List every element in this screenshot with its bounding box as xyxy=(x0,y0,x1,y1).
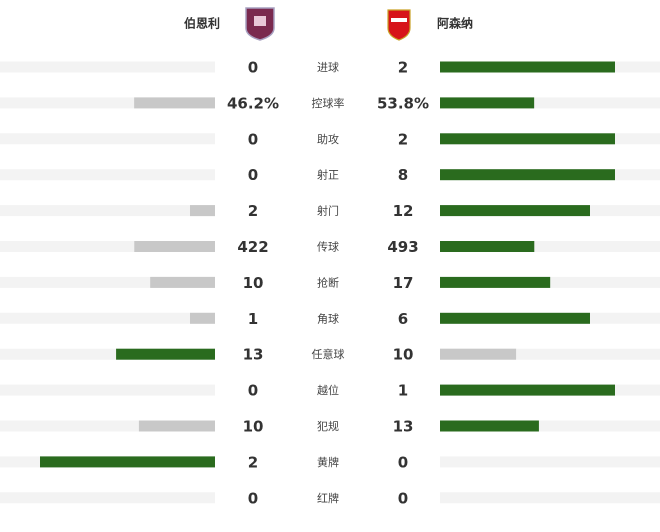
away-bar xyxy=(440,133,615,145)
stat-name: 红牌 xyxy=(317,491,339,505)
stat-name: 射门 xyxy=(317,204,339,218)
away-team-logo xyxy=(387,9,411,41)
away-team-name: 阿森纳 xyxy=(437,16,473,31)
track xyxy=(0,348,215,360)
stat-name: 控球率 xyxy=(312,96,345,110)
stat-name: 黄牌 xyxy=(317,455,339,469)
away-value: 0 xyxy=(398,489,408,507)
home-value: 0 xyxy=(248,166,258,184)
away-value: 2 xyxy=(398,130,408,148)
stat-name: 角球 xyxy=(317,311,339,325)
stat-name: 射正 xyxy=(317,168,339,182)
away-value: 17 xyxy=(393,274,414,292)
home-value: 422 xyxy=(237,238,268,256)
home-bar xyxy=(190,205,215,217)
home-bar xyxy=(134,241,215,252)
track xyxy=(440,492,660,504)
track xyxy=(440,241,660,252)
away-bar xyxy=(440,312,590,324)
away-bar xyxy=(440,348,517,360)
home-value: 1 xyxy=(248,310,258,328)
away-value: 8 xyxy=(398,166,408,184)
away-bar xyxy=(440,276,551,288)
home-value: 13 xyxy=(243,346,264,364)
track xyxy=(0,312,215,324)
track xyxy=(0,133,215,145)
track xyxy=(0,276,215,288)
away-bar xyxy=(440,241,535,252)
track xyxy=(440,97,660,109)
track xyxy=(440,348,660,360)
home-bar xyxy=(190,312,215,324)
stat-name: 助攻 xyxy=(317,132,339,146)
away-bar xyxy=(440,97,535,109)
home-bar xyxy=(138,420,215,432)
home-bar xyxy=(40,456,215,468)
away-value: 13 xyxy=(393,418,414,436)
track xyxy=(0,169,215,181)
away-value: 1 xyxy=(398,382,408,400)
stat-name: 传球 xyxy=(317,240,339,254)
track xyxy=(0,97,215,109)
home-team-logo xyxy=(245,7,275,41)
away-value: 0 xyxy=(398,453,408,471)
away-value: 53.8% xyxy=(377,94,429,112)
home-bar xyxy=(116,348,215,360)
away-value: 6 xyxy=(398,310,408,328)
away-value: 12 xyxy=(393,202,414,220)
track xyxy=(440,420,660,432)
track xyxy=(0,384,215,396)
away-bar xyxy=(440,205,590,217)
track xyxy=(0,205,215,217)
track xyxy=(0,241,215,252)
home-bar xyxy=(150,276,215,288)
stat-name: 进球 xyxy=(317,60,339,74)
track xyxy=(0,492,215,504)
track xyxy=(0,420,215,432)
home-value: 0 xyxy=(248,130,258,148)
stat-name: 犯规 xyxy=(317,419,339,433)
away-bar xyxy=(440,384,615,396)
stat-name: 越位 xyxy=(317,383,339,397)
track xyxy=(0,61,215,73)
home-value: 2 xyxy=(248,202,258,220)
home-value: 2 xyxy=(248,453,258,471)
home-team-name: 伯恩利 xyxy=(184,16,220,31)
home-value: 0 xyxy=(248,382,258,400)
away-value: 10 xyxy=(393,346,414,364)
away-bar xyxy=(440,420,539,432)
away-value: 493 xyxy=(387,238,418,256)
home-bar xyxy=(134,97,215,109)
away-bar xyxy=(440,61,615,73)
stat-name: 抢断 xyxy=(317,275,339,289)
home-value: 10 xyxy=(243,274,264,292)
track xyxy=(440,456,660,468)
away-bar xyxy=(440,169,615,181)
home-value: 0 xyxy=(248,59,258,77)
stat-name: 任意球 xyxy=(312,347,345,361)
away-value: 2 xyxy=(398,59,408,77)
home-value: 10 xyxy=(243,418,264,436)
home-value: 0 xyxy=(248,489,258,507)
home-value: 46.2% xyxy=(227,94,279,112)
